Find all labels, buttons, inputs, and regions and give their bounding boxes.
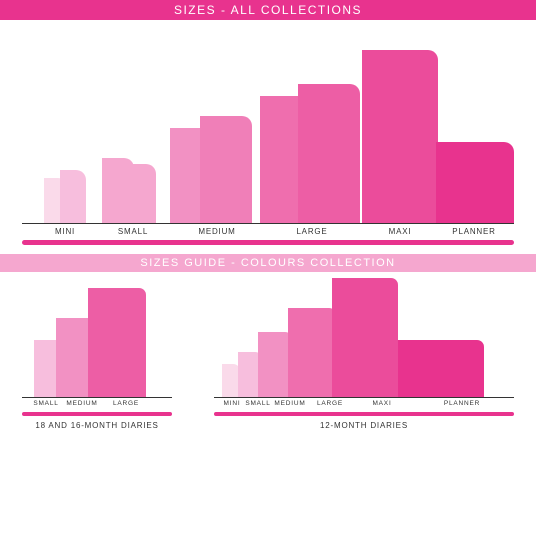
section2-left-caption: 18 AND 16-MONTH DIARIES [22,421,172,430]
axis-label: LARGE [113,400,139,407]
axis-label: SMALL [118,227,148,236]
section2-left-chart [22,278,172,398]
section2-left-baseline [22,397,172,398]
axis-label: PLANNER [444,400,480,407]
section1-title: SIZES - ALL COLLECTIONS [0,0,536,20]
axis-label: LARGE [296,227,327,236]
size-shape [258,332,292,398]
size-shape [200,116,252,224]
section2-left-labels: SMALL MEDIUM LARGE [22,398,172,410]
axis-label: MINI [55,227,75,236]
size-shape [60,170,86,224]
axis-label: MEDIUM [198,227,235,236]
section2-right-chart [214,278,514,398]
size-shape [398,340,484,398]
size-shape [88,288,146,398]
section2-right-group: MINI SMALL MEDIUM LARGE MAXI PLANNER 12-MONTH… [214,278,514,430]
size-shape [122,164,156,224]
section2-right-caption: 12-MONTH DIARIES [214,421,514,430]
axis-label: MAXI [372,400,391,407]
axis-label: MEDIUM [274,400,305,407]
section2-right-baseline [214,397,514,398]
section-all-collections: SIZES - ALL COLLECTIONS MINI SMALL MEDIUM L… [0,0,536,246]
size-shape [288,308,336,398]
size-shape [436,142,514,224]
axis-label: MINI [224,400,241,407]
size-shape [298,84,360,224]
section1-baseline [22,223,514,224]
size-shape [362,50,438,224]
section2-left-strip [22,412,172,416]
axis-label: SMALL [245,400,270,407]
section2-left-group: SMALL MEDIUM LARGE 18 AND 16-MONTH DIARIES [22,278,172,430]
section1-chart [22,24,514,224]
axis-label: SMALL [33,400,58,407]
axis-label: PLANNER [452,227,495,236]
size-shape [332,278,398,398]
axis-label: MAXI [389,227,412,236]
axis-label: MEDIUM [66,400,97,407]
axis-label: LARGE [317,400,343,407]
section-colours-collection: SIZES GUIDE - COLOURS COLLECTION SMALL ME… [0,254,536,430]
section2-right-labels: MINI SMALL MEDIUM LARGE MAXI PLANNER [214,398,514,410]
section1-axis-labels: MINI SMALL MEDIUM LARGE MAXI PLANNER [22,224,514,238]
section1-strip [22,240,514,245]
section2-right-strip [214,412,514,416]
section2-title: SIZES GUIDE - COLOURS COLLECTION [0,254,536,272]
